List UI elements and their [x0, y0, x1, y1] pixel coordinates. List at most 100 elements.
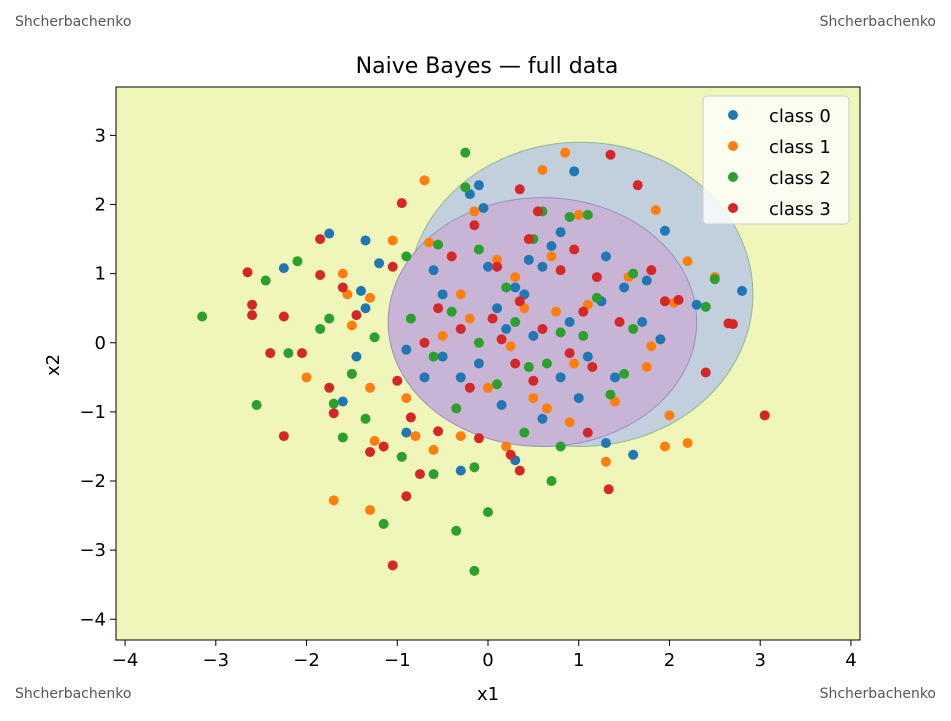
data-point: [387, 261, 398, 272]
data-point: [650, 205, 661, 216]
data-point: [365, 505, 376, 516]
y-tick-label: −2: [79, 471, 106, 492]
data-point: [564, 211, 575, 222]
legend-marker: [728, 141, 738, 151]
data-point: [419, 372, 430, 383]
data-point: [555, 265, 566, 276]
data-point: [603, 484, 614, 495]
y-tick-label: 1: [95, 264, 106, 285]
data-point: [600, 251, 611, 262]
data-point: [591, 292, 602, 303]
x-tick-label: 1: [573, 650, 584, 671]
data-point: [555, 327, 566, 338]
data-point: [473, 433, 484, 444]
data-point: [428, 469, 439, 480]
data-point: [587, 361, 598, 372]
data-point: [541, 403, 552, 414]
data-point: [374, 258, 385, 269]
data-point: [401, 393, 412, 404]
data-point: [551, 306, 562, 317]
data-point: [569, 244, 580, 255]
data-point: [501, 323, 512, 334]
data-point: [315, 270, 326, 281]
data-point: [510, 358, 521, 369]
data-point: [641, 275, 652, 286]
x-tick-label: 3: [754, 650, 765, 671]
data-point: [315, 323, 326, 334]
data-point: [709, 274, 720, 285]
data-point: [265, 348, 276, 359]
data-point: [505, 341, 516, 352]
data-point: [564, 417, 575, 428]
data-point: [433, 239, 444, 250]
data-point: [682, 256, 693, 267]
data-point: [197, 311, 208, 322]
legend-label: class 1: [769, 137, 831, 158]
data-point: [324, 382, 335, 393]
data-point: [360, 303, 371, 314]
data-point: [455, 323, 466, 334]
data-point: [278, 263, 289, 274]
data-point: [537, 164, 548, 175]
y-tick-label: −1: [79, 402, 106, 423]
data-point: [297, 348, 307, 359]
data-point: [501, 441, 512, 452]
data-point: [455, 289, 466, 300]
data-point: [455, 372, 466, 383]
data-point: [437, 330, 448, 341]
data-point: [537, 413, 548, 424]
data-point: [614, 317, 625, 328]
data-point: [546, 251, 557, 262]
data-point: [523, 234, 534, 245]
data-point: [360, 235, 371, 246]
data-point: [483, 382, 493, 393]
data-point: [410, 431, 421, 442]
data-point: [337, 396, 348, 407]
data-point: [405, 313, 416, 324]
data-point: [455, 465, 466, 476]
data-point: [283, 348, 294, 359]
data-point: [451, 403, 462, 414]
data-point: [278, 431, 289, 442]
x-tick-label: −4: [112, 650, 139, 671]
data-point: [365, 382, 376, 393]
data-point: [564, 317, 575, 328]
data-point: [433, 303, 444, 314]
data-point: [560, 147, 571, 158]
x-axis: −4 −3 −2 −1 0 1 2 3 4: [112, 640, 857, 671]
data-point: [628, 268, 639, 279]
data-point: [582, 351, 593, 362]
data-point: [464, 313, 475, 324]
data-point: [573, 209, 584, 220]
data-point: [378, 518, 389, 529]
data-point: [569, 166, 580, 177]
data-point: [528, 393, 539, 404]
data-point: [628, 449, 639, 460]
data-point: [328, 495, 339, 506]
data-point: [496, 399, 507, 410]
data-point: [469, 206, 480, 217]
data-point: [473, 244, 484, 255]
data-point: [428, 351, 439, 362]
data-point: [351, 351, 362, 362]
data-point: [555, 227, 566, 238]
data-point: [473, 337, 484, 348]
data-point: [492, 261, 503, 272]
data-point: [537, 261, 548, 272]
data-point: [301, 372, 312, 383]
data-point: [632, 180, 643, 191]
data-point: [460, 147, 471, 158]
data-point: [365, 292, 376, 303]
x-axis-label: x1: [477, 684, 499, 705]
data-point: [473, 358, 484, 369]
data-point: [405, 412, 416, 423]
data-point: [428, 265, 439, 276]
data-point: [242, 267, 253, 278]
data-point: [337, 432, 348, 443]
data-point: [387, 560, 398, 571]
legend-marker: [728, 110, 738, 120]
data-point: [487, 313, 498, 324]
data-point: [392, 375, 403, 386]
y-axis: −4 −3 −2 −1 0 1 2 3: [79, 125, 116, 630]
data-point: [605, 149, 616, 160]
